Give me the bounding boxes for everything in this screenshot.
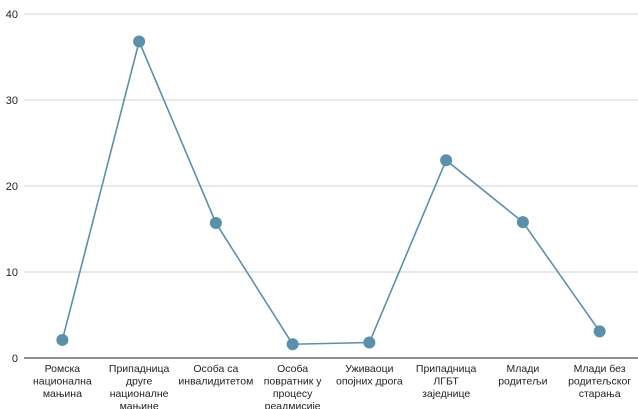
x-tick-label: Уживаоци опојних дрога [336,363,403,388]
data-point [56,333,69,346]
x-tick-label-line: реадмисије [265,401,321,409]
x-tick-label: Припадница друге националне мањине [109,363,170,409]
y-axis-ticks: 0 10 20 30 40 [6,9,18,365]
data-point [593,325,606,338]
data-point [209,216,222,229]
series-layer [56,35,606,351]
x-tick-label-line: старања [579,388,621,400]
x-tick-label-line: Ромска [45,363,81,375]
x-tick-label-line: национална [33,376,92,388]
x-tick-label-line: опојних дрога [336,376,403,388]
x-tick-label: Ромска национална мањина [33,363,92,400]
x-tick-label-line: Особа са [193,363,238,375]
x-tick-label-line: заједнице [422,388,470,400]
x-tick-label-line: повратник у [264,376,323,388]
x-tick-label-line: инвалидитетом [178,376,253,388]
data-point [516,216,529,229]
x-tick-label-line: Млади без [574,363,626,375]
y-tick-label: 10 [6,267,18,279]
x-tick-label-line: Припадница [416,363,477,375]
data-point [133,35,146,48]
data-point [440,154,453,167]
x-tick-label-line: процесу [273,388,313,400]
x-tick-label: Припадница ЛГБТ заједнице [416,363,477,400]
x-tick-label-line: родитељског [568,376,631,388]
x-tick-label-line: мањина [43,388,82,400]
y-tick-label: 30 [6,95,18,107]
y-tick-label: 0 [12,353,18,365]
x-tick-label-line: националне [110,388,169,400]
x-tick-label: Особа повратник у процесу реадмисије [264,363,323,409]
data-point [363,336,376,349]
gridlines [24,13,638,359]
x-tick-label-line: Особа [277,363,308,375]
x-tick-label-line: Млади [507,363,540,375]
x-tick-label: Особа са инвалидитетом [178,363,253,388]
y-tick-label: 40 [6,9,18,21]
x-tick-label-line: ЛГБТ [433,376,459,388]
x-tick-label-line: Уживаоци [345,363,393,375]
y-tick-label: 20 [6,181,18,193]
x-tick-label-line: родитељи [498,376,547,388]
x-tick-label-line: Припадница [109,363,170,375]
x-tick-label-line: мањине [120,401,159,409]
x-tick-label-line: друге [126,376,153,388]
x-tick-label: Млади родитељи [498,363,547,388]
series-line [61,39,601,346]
x-tick-label: Млади без родитељског старања [568,363,631,400]
data-point [286,338,299,351]
